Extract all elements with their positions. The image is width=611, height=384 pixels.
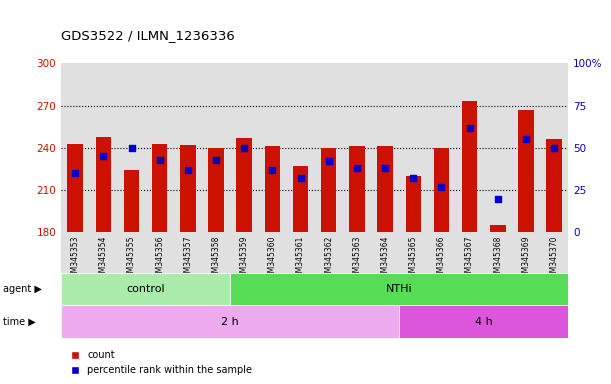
Bar — [180, 145, 196, 232]
Text: GSM345353: GSM345353 — [71, 235, 79, 282]
Bar — [518, 110, 534, 232]
Text: GSM345368: GSM345368 — [493, 235, 502, 282]
Text: agent ▶: agent ▶ — [3, 284, 42, 294]
Point — [521, 136, 531, 142]
Point — [380, 165, 390, 171]
Text: 2 h: 2 h — [221, 316, 239, 327]
Point — [98, 153, 108, 159]
Text: GSM345369: GSM345369 — [521, 235, 530, 282]
Point — [493, 195, 503, 202]
Bar — [67, 144, 83, 232]
Text: 4 h: 4 h — [475, 316, 492, 327]
Point — [155, 157, 164, 163]
Text: GDS3522 / ILMN_1236336: GDS3522 / ILMN_1236336 — [61, 29, 235, 42]
Point — [126, 145, 136, 151]
Bar — [236, 138, 252, 232]
Text: control: control — [126, 284, 165, 294]
Text: time ▶: time ▶ — [3, 316, 36, 327]
Text: GSM345364: GSM345364 — [381, 235, 390, 282]
Text: GSM345354: GSM345354 — [99, 235, 108, 282]
Text: GSM345356: GSM345356 — [155, 235, 164, 282]
Text: GSM345362: GSM345362 — [324, 235, 333, 282]
Text: GSM345360: GSM345360 — [268, 235, 277, 282]
Bar — [399, 305, 568, 338]
Bar — [378, 146, 393, 232]
Point — [268, 167, 277, 173]
Bar — [434, 148, 449, 232]
Text: GSM345370: GSM345370 — [550, 235, 558, 282]
Bar — [208, 148, 224, 232]
Point — [352, 165, 362, 171]
Bar — [546, 139, 562, 232]
Text: GSM345358: GSM345358 — [211, 235, 221, 282]
Point — [296, 175, 306, 181]
Text: GSM345363: GSM345363 — [353, 235, 362, 282]
Bar — [61, 305, 399, 338]
Text: GSM345366: GSM345366 — [437, 235, 446, 282]
Text: GSM345361: GSM345361 — [296, 235, 305, 282]
Bar — [230, 273, 568, 305]
Bar — [265, 146, 280, 232]
Point — [240, 145, 249, 151]
Legend: count, percentile rank within the sample: count, percentile rank within the sample — [66, 346, 256, 379]
Bar — [95, 137, 111, 232]
Text: GSM345355: GSM345355 — [127, 235, 136, 282]
Bar — [61, 273, 230, 305]
Bar — [321, 148, 337, 232]
Point — [324, 158, 334, 164]
Point — [436, 184, 446, 190]
Point — [408, 175, 418, 181]
Text: NTHi: NTHi — [386, 284, 412, 294]
Text: GSM345365: GSM345365 — [409, 235, 418, 282]
Text: GSM345359: GSM345359 — [240, 235, 249, 282]
Bar — [152, 144, 167, 232]
Point — [70, 170, 80, 176]
Point — [183, 167, 193, 173]
Point — [211, 157, 221, 163]
Bar — [293, 166, 309, 232]
Point — [465, 124, 475, 131]
Point — [549, 145, 559, 151]
Bar — [406, 176, 421, 232]
Bar — [124, 170, 139, 232]
Text: GSM345367: GSM345367 — [465, 235, 474, 282]
Text: GSM345357: GSM345357 — [183, 235, 192, 282]
Bar — [490, 225, 505, 232]
Bar — [349, 146, 365, 232]
Bar — [462, 101, 477, 232]
